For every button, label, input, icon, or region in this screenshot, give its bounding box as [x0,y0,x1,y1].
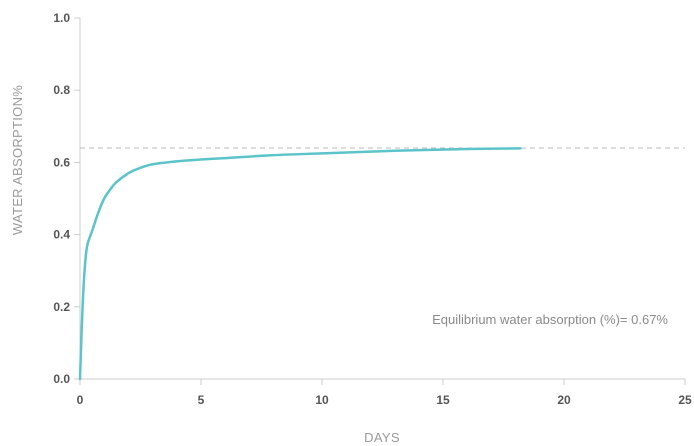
y-axis-title: WATER ABSORPTION% [10,85,25,235]
y-tick-label: 0.0 [53,372,70,386]
y-tick-labels: 0.0 0.2 0.4 0.6 0.8 1.0 [53,11,70,386]
series-line-water-absorption [78,147,522,381]
y-tick-label: 0.4 [53,228,70,242]
x-tick-label: 0 [77,393,84,407]
x-tick-label: 10 [315,393,329,407]
y-tick-label: 0.6 [53,155,70,169]
x-axis-title: DAYS [364,430,400,445]
x-tick-label: 25 [678,393,692,407]
y-tick-label: 0.2 [53,300,70,314]
axes [74,17,686,385]
x-tick-label: 5 [198,393,205,407]
y-tick-label: 1.0 [53,11,70,25]
equilibrium-annotation: Equilibrium water absorption (%)= 0.67% [432,312,668,327]
x-tick-label: 20 [557,393,571,407]
x-tick-labels: 0 5 10 15 20 25 [77,393,692,407]
x-tick-label: 15 [436,393,450,407]
y-tick-label: 0.8 [53,83,70,97]
